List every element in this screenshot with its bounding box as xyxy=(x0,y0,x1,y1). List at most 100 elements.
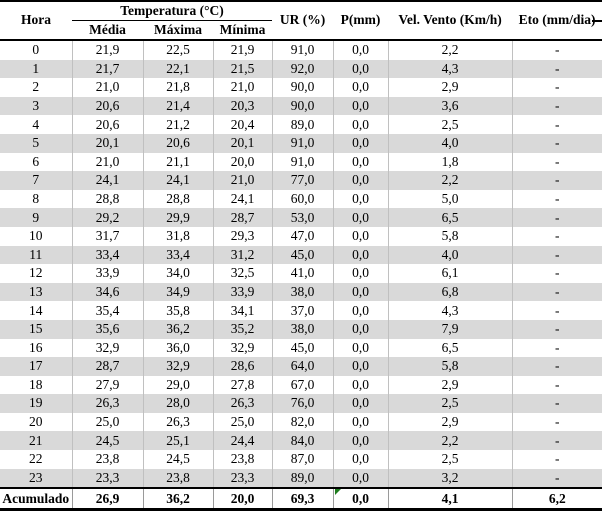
table-cell: 21,5 xyxy=(212,59,273,79)
col-header-maxima: Máxima xyxy=(143,20,213,41)
table-cell: 0,0 xyxy=(332,431,389,451)
table-cell: 60,0 xyxy=(271,189,334,209)
table-cell: 13 xyxy=(0,282,72,302)
table-cell: 37,0 xyxy=(271,301,334,320)
table-cell: 32,5 xyxy=(212,264,273,283)
table-row: 23 23,3 23,8 23,3 89,0 0,0 3,2- xyxy=(0,468,602,489)
table-cell: 0,0 xyxy=(332,338,389,358)
table-cell: 2,2 xyxy=(387,431,513,451)
table-cell: 18 xyxy=(29,376,43,392)
table-cell: - xyxy=(511,412,602,432)
table-cell: 35,2 xyxy=(212,319,273,339)
table-row: 12 33,9 34,0 32,5 41,0 0,0 6,1- xyxy=(0,264,602,283)
table-cell: 33,9 xyxy=(71,264,143,283)
table-cell: 21,1 xyxy=(142,152,213,172)
table-cell: 2,9 xyxy=(387,78,513,97)
table-cell: 76,0 xyxy=(271,394,334,413)
table-row: 15 35,6 36,2 35,2 38,0 0,0 7,9- xyxy=(0,319,602,339)
footer-cell-vel-vento: 4,1 xyxy=(387,487,513,512)
table-cell: 20,0 xyxy=(212,152,273,172)
header-row-top: Hora Temperatura (°C) UR (%) P(mm) Vel. … xyxy=(0,1,602,41)
col-header-media: Média xyxy=(72,20,143,41)
table-cell: 0,0 xyxy=(332,282,389,302)
table-cell: - xyxy=(511,319,602,339)
table-cell: - xyxy=(511,189,602,209)
table-row: 14 35,4 35,8 34,1 37,0 0,0 4,3- xyxy=(0,301,602,320)
footer-cell-media: 26,9 xyxy=(71,487,143,512)
table-cell: 21,0 xyxy=(71,152,143,172)
table-row: 6 21,0 21,1 20,0 91,0 0,0 1,8- xyxy=(0,152,602,172)
table-cell: 0,0 xyxy=(332,208,389,227)
table-cell: 92,0 xyxy=(271,59,334,79)
table-cell: 38,0 xyxy=(271,319,334,339)
table-cell: 35,4 xyxy=(71,301,143,320)
table-cell: 3,6 xyxy=(387,96,513,116)
col-header-ur: UR (%) xyxy=(272,1,334,41)
table-cell: 22,1 xyxy=(142,59,213,79)
table-cell: 4,0 xyxy=(387,245,513,265)
table-cell: 33,4 xyxy=(71,245,143,265)
table-cell: 22,5 xyxy=(142,40,213,60)
table-cell: 24,4 xyxy=(212,431,273,451)
table-row: 7 24,1 24,1 21,0 77,0 0,0 2,2- xyxy=(0,171,602,190)
table-cell: 2,9 xyxy=(387,375,513,395)
table-cell: 45,0 xyxy=(271,245,334,265)
table-cell: 0,0 xyxy=(332,40,389,60)
table-cell: 20,1 xyxy=(212,133,273,153)
table-cell: 20 xyxy=(29,414,43,430)
table-cell: - xyxy=(511,59,602,79)
table-cell: 7 xyxy=(0,171,72,190)
table-cell: 33,9 xyxy=(212,282,273,302)
table-cell: 25,1 xyxy=(142,431,213,451)
table-cell: 32,9 xyxy=(71,338,143,358)
table-row: 2 21,0 21,8 21,0 90,0 0,0 2,9- xyxy=(0,78,602,97)
table-cell: 64,0 xyxy=(271,357,334,376)
table-cell: 0,0 xyxy=(332,171,389,190)
table-cell: 84,0 xyxy=(271,431,334,451)
table-cell: 23 xyxy=(0,468,72,489)
table-cell: 91,0 xyxy=(271,152,334,172)
table-row: 13 34,6 34,9 33,9 38,0 0,0 6,8- xyxy=(0,282,602,302)
table-cell: 0,0 xyxy=(332,319,389,339)
table-cell: 15 xyxy=(0,319,72,339)
table-cell: 24,5 xyxy=(142,450,213,469)
table-cell: 0,0 xyxy=(332,189,389,209)
table-cell: 82,0 xyxy=(271,412,334,432)
table-cell: 31,2 xyxy=(212,245,273,265)
table-cell: 20,1 xyxy=(71,133,143,153)
table-cell: 32,9 xyxy=(212,338,273,358)
table-cell: 28,8 xyxy=(142,189,213,209)
table-cell: - xyxy=(511,357,602,376)
table-cell: 2,5 xyxy=(387,450,513,469)
table-cell: 91,0 xyxy=(271,133,334,153)
table-cell: 28,7 xyxy=(212,208,273,227)
table-cell: 20,6 xyxy=(71,115,143,134)
table-cell: 11 xyxy=(0,245,72,265)
table-cell: - xyxy=(511,78,602,97)
table-cell: 2,2 xyxy=(387,40,513,60)
table-cell: 67,0 xyxy=(271,375,334,395)
table-row: 3 20,6 21,4 20,3 90,0 0,0 3,6- xyxy=(0,96,602,116)
table-cell: 34,1 xyxy=(212,301,273,320)
table-cell: 3,2 xyxy=(387,468,513,489)
table-cell: 27,9 xyxy=(71,375,143,395)
table-row: 10 31,7 31,8 29,3 47,0 0,0 5,8- xyxy=(0,226,602,246)
table-cell: 24,1 xyxy=(212,189,273,209)
table-cell: 0,0 xyxy=(332,133,389,153)
table-cell: 12 xyxy=(29,265,43,281)
table-cell: 21,0 xyxy=(212,171,273,190)
table-cell: 5,8 xyxy=(387,226,513,246)
table-cell: 23,8 xyxy=(212,450,273,469)
table-cell: 21,9 xyxy=(71,40,143,60)
table-cell: 34,0 xyxy=(142,264,213,283)
footer-label-acumulado: Acumulado xyxy=(0,487,72,512)
table-cell: 21,0 xyxy=(212,78,273,97)
table-row: 18 27,9 29,0 27,8 67,0 0,0 2,9- xyxy=(0,375,602,395)
table-cell: 31,8 xyxy=(142,226,213,246)
table-cell: 47,0 xyxy=(271,226,334,246)
table-cell: 20,4 xyxy=(212,115,273,134)
table-cell: 0,0 xyxy=(332,412,389,432)
table-cell: 21,8 xyxy=(142,78,213,97)
table-row: 1 21,7 22,1 21,5 92,0 0,0 4,3- xyxy=(0,59,602,79)
